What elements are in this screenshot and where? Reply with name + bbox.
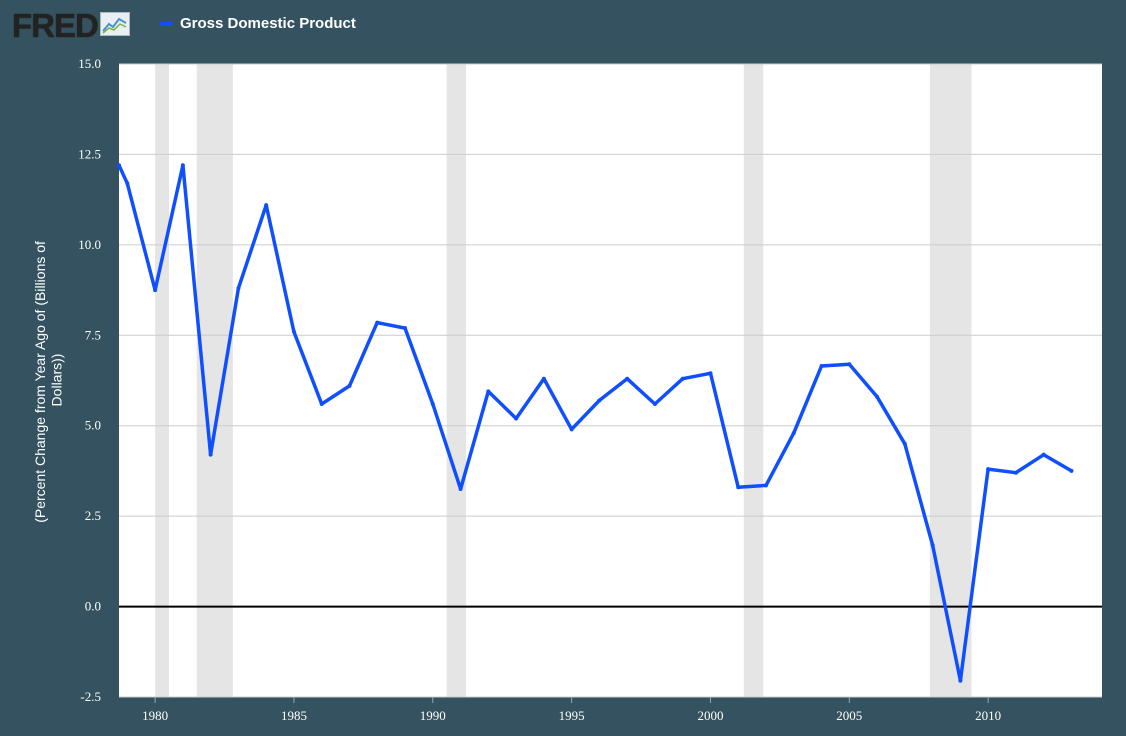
data-point[interactable] <box>791 430 796 435</box>
legend-label: Gross Domestic Product <box>180 15 356 32</box>
y-axis-label-line-1: (Percent Change from Year Ago of (Billio… <box>32 241 48 523</box>
data-point[interactable] <box>680 376 685 381</box>
data-point[interactable] <box>180 163 185 168</box>
recession-band <box>155 64 169 697</box>
data-point[interactable] <box>319 402 324 407</box>
data-point[interactable] <box>764 483 769 488</box>
y-axis-label: (Percent Change from Year Ago of (Billio… <box>32 237 64 523</box>
data-point[interactable] <box>736 485 741 490</box>
y-tick-label: 12.5 <box>78 146 101 161</box>
line-chart-icon <box>99 11 130 41</box>
y-axis-label-line-2: Dollars)) <box>48 354 64 407</box>
y-tick-label: -2.5 <box>80 689 101 704</box>
data-point[interactable] <box>1069 468 1074 473</box>
x-tick-label: 2010 <box>975 708 1001 723</box>
data-point[interactable] <box>514 416 519 421</box>
y-tick-label: 5.0 <box>85 418 101 433</box>
data-point[interactable] <box>625 376 630 381</box>
x-tick-label: 2005 <box>836 708 862 723</box>
recession-band <box>743 64 764 697</box>
data-point[interactable] <box>902 441 907 446</box>
data-point[interactable] <box>117 163 121 168</box>
data-point[interactable] <box>597 398 602 403</box>
data-point[interactable] <box>153 288 158 293</box>
y-tick-label: 0.0 <box>85 599 101 614</box>
data-point[interactable] <box>291 329 296 334</box>
data-point[interactable] <box>847 362 852 367</box>
data-point[interactable] <box>569 427 574 432</box>
x-tick-label: 1980 <box>142 708 168 723</box>
y-tick-label: 15.0 <box>78 56 101 71</box>
data-point[interactable] <box>430 402 435 407</box>
legend-swatch <box>160 21 172 26</box>
data-point[interactable] <box>875 394 880 399</box>
data-point[interactable] <box>986 467 991 472</box>
y-tick-label: 2.5 <box>85 508 101 523</box>
data-point[interactable] <box>486 389 491 394</box>
data-point[interactable] <box>1013 470 1018 475</box>
data-point[interactable] <box>125 181 130 186</box>
data-point[interactable] <box>347 383 352 388</box>
data-point[interactable] <box>708 371 713 376</box>
data-point[interactable] <box>264 203 269 208</box>
data-point[interactable] <box>541 376 546 381</box>
data-point[interactable] <box>1041 452 1046 457</box>
data-point[interactable] <box>930 543 935 548</box>
data-point[interactable] <box>236 286 241 291</box>
recession-band <box>929 64 972 697</box>
fred-logo-text: FRED <box>12 7 99 44</box>
data-point[interactable] <box>458 487 463 492</box>
x-tick-label: 1995 <box>559 708 585 723</box>
data-point[interactable] <box>958 678 963 683</box>
recession-band <box>446 64 467 697</box>
data-point[interactable] <box>375 320 380 325</box>
series-line-gdp[interactable] <box>117 163 1074 683</box>
data-point[interactable] <box>403 326 408 331</box>
y-tick-label: 7.5 <box>85 327 101 342</box>
x-tick-label: 1990 <box>420 708 446 723</box>
chart-legend[interactable]: Gross Domestic Product <box>160 15 356 32</box>
fred-logo[interactable]: FRED <box>12 7 130 44</box>
x-tick-label: 1985 <box>281 708 307 723</box>
y-tick-label: 10.0 <box>78 237 101 252</box>
data-point[interactable] <box>208 452 213 457</box>
data-point[interactable] <box>819 364 824 369</box>
data-point[interactable] <box>652 402 657 407</box>
x-tick-label: 2000 <box>697 708 723 723</box>
